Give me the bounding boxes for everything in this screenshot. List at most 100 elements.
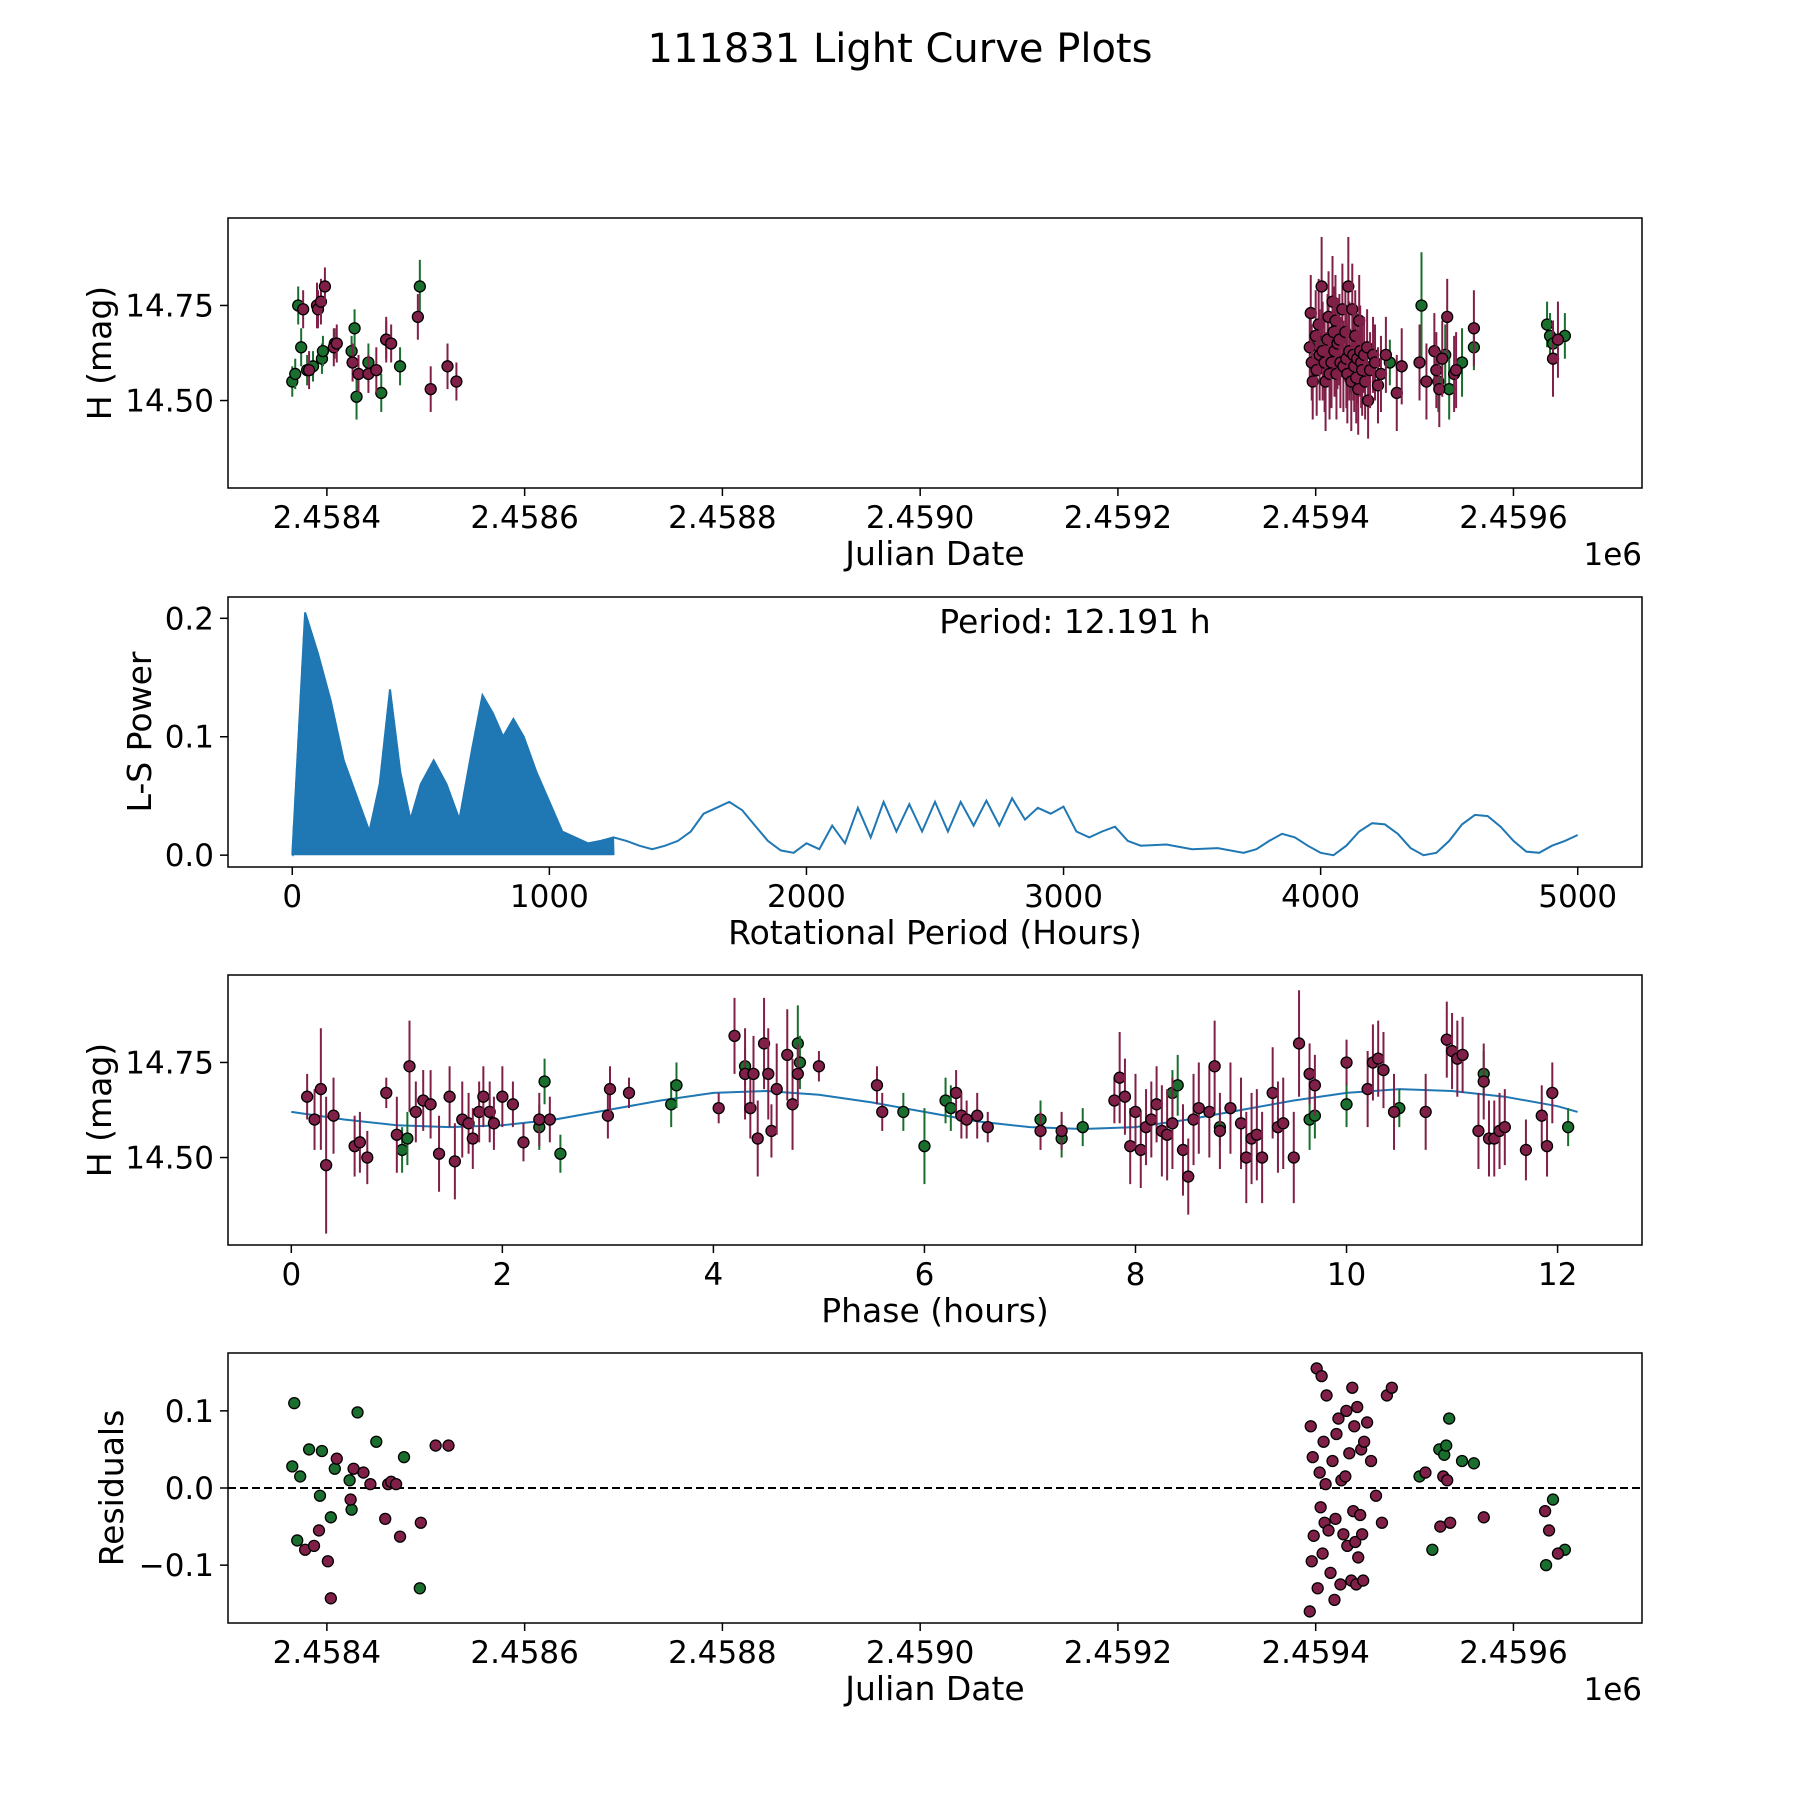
data-point bbox=[1315, 1369, 1328, 1383]
y-tick-label: 0.1 bbox=[165, 720, 214, 756]
data-point bbox=[1357, 1435, 1371, 1448]
data-point bbox=[1361, 394, 1375, 407]
data-point bbox=[1334, 1578, 1347, 1591]
periodogram-panel: 0 1000 2000 3000 4000 5000 0.0 0.1 0.2 Rotational… bbox=[120, 596, 1643, 952]
data-point bbox=[1322, 1524, 1335, 1537]
data-point bbox=[308, 1113, 321, 1126]
data-point bbox=[1342, 280, 1355, 293]
data-point bbox=[791, 1067, 804, 1081]
data-point bbox=[1330, 1427, 1343, 1441]
data-point bbox=[351, 1406, 364, 1419]
data-point bbox=[345, 1503, 358, 1516]
x-offset-label: 1e6 bbox=[1583, 537, 1642, 573]
y-tick-label: 0.1 bbox=[165, 1394, 214, 1430]
data-point bbox=[379, 1512, 392, 1526]
x-tick-label: 2.4584 bbox=[273, 1635, 381, 1671]
x-tick-label: 2.4590 bbox=[866, 500, 974, 536]
data-point bbox=[1113, 1071, 1126, 1084]
data-point bbox=[1308, 1079, 1322, 1092]
data-point bbox=[793, 1056, 807, 1069]
data-point bbox=[1340, 1098, 1353, 1111]
data-point bbox=[1304, 1420, 1317, 1433]
data-point bbox=[477, 1090, 490, 1103]
data-point bbox=[286, 1460, 299, 1473]
data-point bbox=[1357, 1574, 1370, 1587]
x-tick-label: 2 bbox=[492, 1257, 512, 1293]
periodogram-oscillation bbox=[291, 613, 615, 857]
data-point bbox=[506, 1098, 520, 1111]
data-point bbox=[1546, 1493, 1560, 1506]
data-point bbox=[429, 1439, 442, 1452]
data-point bbox=[1467, 322, 1481, 335]
data-point bbox=[1351, 1400, 1364, 1414]
data-point bbox=[1150, 1098, 1163, 1111]
data-point bbox=[324, 1511, 337, 1524]
data-point bbox=[1203, 1105, 1216, 1119]
data-point bbox=[1436, 352, 1449, 365]
data-point bbox=[1255, 1151, 1269, 1164]
x-tick-label: 2.4592 bbox=[1064, 1635, 1172, 1671]
x-tick-label: 2.4588 bbox=[668, 500, 776, 536]
data-point bbox=[1467, 1457, 1481, 1470]
data-point bbox=[1477, 1511, 1490, 1524]
data-point bbox=[670, 1079, 683, 1092]
data-point bbox=[949, 1086, 963, 1100]
data-point bbox=[307, 1539, 321, 1553]
y-tick-label: 14.50 bbox=[125, 384, 214, 420]
data-point bbox=[1551, 333, 1565, 346]
x-tick-label: 4 bbox=[704, 1257, 724, 1293]
data-point bbox=[1456, 1048, 1469, 1062]
data-point bbox=[1145, 1113, 1158, 1126]
data-point bbox=[601, 1109, 615, 1122]
x-axis-label: Rotational Period (Hours) bbox=[728, 913, 1142, 952]
data-point bbox=[413, 1582, 426, 1595]
data-point bbox=[1539, 1558, 1553, 1572]
periodogram-frame bbox=[227, 596, 1643, 868]
y-tick-label: 0.2 bbox=[165, 601, 214, 637]
data-point bbox=[413, 280, 426, 293]
residuals-panel: 2.4584 2.4586 2.4588 2.4590 2.4592 2.4594 2.45… bbox=[92, 1352, 1643, 1708]
data-point bbox=[622, 1086, 636, 1100]
data-point bbox=[1160, 1128, 1174, 1141]
data-point bbox=[353, 1136, 367, 1149]
data-point bbox=[1375, 1516, 1389, 1529]
phase-panel: 0 2 4 6 8 10 12 14.50 14.75 Phase (hours) H (mag) bbox=[80, 974, 1643, 1330]
data-point bbox=[1540, 1139, 1554, 1153]
data-point bbox=[1387, 1105, 1401, 1119]
data-point bbox=[466, 1132, 479, 1145]
data-point bbox=[411, 310, 425, 324]
data-point bbox=[397, 1450, 411, 1464]
data-point bbox=[944, 1101, 957, 1115]
data-point bbox=[289, 367, 302, 381]
data-point bbox=[442, 1439, 455, 1452]
lightcurve-frame bbox=[227, 217, 1643, 489]
data-point bbox=[1176, 1143, 1190, 1157]
data-point bbox=[291, 1534, 304, 1547]
x-tick-label: 2.4594 bbox=[1261, 500, 1369, 536]
data-point bbox=[1354, 1508, 1367, 1522]
data-point bbox=[389, 1477, 403, 1491]
data-point bbox=[543, 1113, 556, 1126]
data-point bbox=[1440, 1033, 1453, 1046]
data-point bbox=[1315, 280, 1328, 293]
data-point bbox=[318, 280, 332, 293]
data-point bbox=[441, 360, 454, 373]
x-tick-label: 2.4588 bbox=[668, 1635, 776, 1671]
x-tick-label: 2.4586 bbox=[470, 500, 578, 536]
phase-frame bbox=[227, 974, 1643, 1246]
data-point bbox=[348, 322, 361, 335]
data-point bbox=[385, 337, 398, 350]
data-point bbox=[1385, 1381, 1398, 1394]
data-point bbox=[1374, 367, 1388, 381]
data-point bbox=[314, 1082, 328, 1096]
data-point bbox=[1182, 1170, 1195, 1183]
data-point bbox=[450, 375, 463, 388]
data-point bbox=[1304, 306, 1317, 320]
data-point bbox=[1311, 1582, 1324, 1595]
data-point bbox=[517, 1136, 530, 1149]
data-point bbox=[1328, 1593, 1341, 1607]
x-tick-label: 1000 bbox=[510, 879, 589, 915]
data-point bbox=[1303, 1605, 1316, 1618]
data-point bbox=[1356, 1528, 1369, 1541]
data-point bbox=[315, 1444, 329, 1458]
